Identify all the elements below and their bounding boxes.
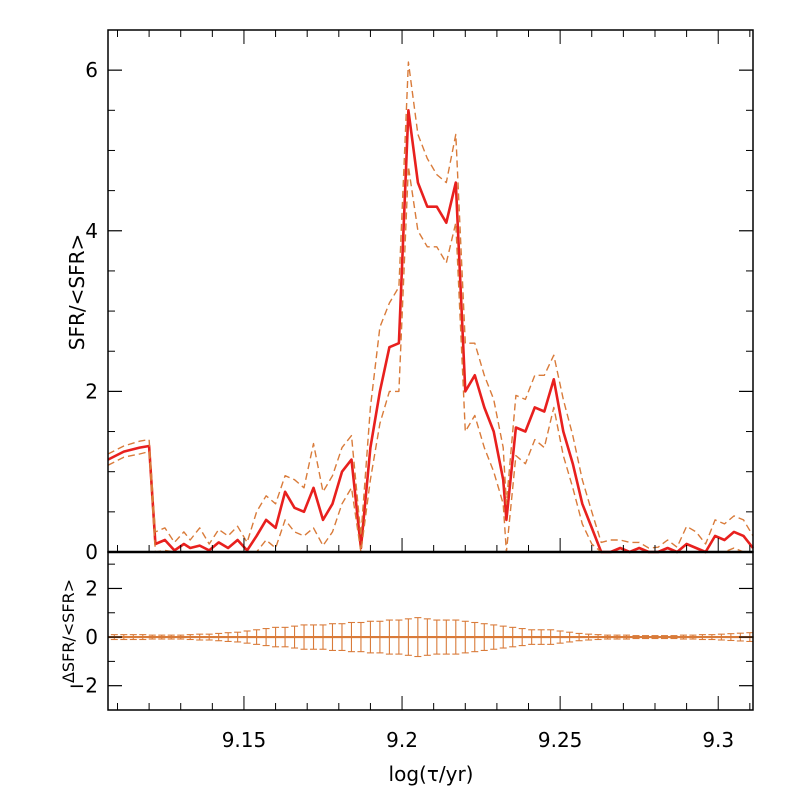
- top-y-tick-label: 0: [85, 540, 98, 564]
- bottom-error-bar: [214, 632, 223, 642]
- bottom-error-bar: [186, 634, 195, 641]
- bottom-y-tick-label: 0: [85, 625, 98, 649]
- bottom-ticks-group: −2 0 2 9.15 9.2 9.25 9.3: [69, 563, 753, 752]
- bottom-error-bar: [394, 619, 403, 655]
- bottom-error-bar: [129, 634, 138, 641]
- bottom-error-bar: [224, 632, 233, 643]
- top-ticks-group: 0 2 4 6: [85, 29, 753, 564]
- bottom-error-bar: [717, 633, 726, 641]
- bottom-error-bar: [413, 617, 422, 658]
- bottom-error-bar: [451, 619, 460, 655]
- bottom-error-bar: [423, 618, 432, 656]
- bottom-error-bar: [167, 634, 176, 640]
- bottom-error-bar: [698, 634, 707, 641]
- bottom-error-bar: [356, 621, 365, 653]
- top-series-upper-bound-line: [107, 61, 754, 549]
- bottom-error-bar: [603, 634, 612, 640]
- bottom-error-bar: [499, 625, 508, 649]
- bottom-error-bar: [613, 634, 622, 640]
- bottom-error-bar: [537, 629, 546, 645]
- x-tick-label: 9.3: [702, 728, 734, 752]
- bottom-error-bar: [148, 634, 157, 640]
- bottom-series-group: [108, 617, 754, 658]
- bottom-error-bar: [243, 630, 252, 644]
- bottom-error-bar: [565, 631, 574, 643]
- bottom-error-bar: [641, 635, 650, 640]
- bottom-error-bar: [375, 620, 384, 654]
- bottom-error-bar: [584, 633, 593, 641]
- bottom-error-bar: [157, 634, 166, 640]
- bottom-error-bar: [461, 620, 470, 654]
- bottom-error-bar: [594, 634, 603, 641]
- bottom-panel-residuals: −2 0 2 9.15 9.2 9.25 9.3 ΔSFR/<SFR> log(τ/yr): [59, 551, 754, 786]
- bottom-error-bar: [432, 619, 441, 655]
- bottom-error-bar: [632, 635, 641, 640]
- bottom-error-bar: [366, 620, 375, 654]
- bottom-error-bar: [195, 633, 204, 641]
- bottom-error-bar: [404, 618, 413, 656]
- bottom-error-bar: [281, 626, 290, 648]
- bottom-error-bar: [233, 631, 242, 643]
- bottom-error-bar: [205, 633, 214, 641]
- bottom-error-bar: [442, 619, 451, 655]
- bottom-error-bar: [252, 629, 261, 645]
- top-y-axis-label: SFR/<SFR>: [65, 234, 89, 350]
- x-tick-label: 9.15: [222, 728, 267, 752]
- bottom-panel-frame: [107, 551, 754, 711]
- x-tick-label: 9.2: [386, 728, 418, 752]
- bottom-error-bar: [508, 626, 517, 648]
- top-y-tick-label: 2: [85, 379, 98, 403]
- bottom-error-bar: [660, 635, 669, 640]
- top-y-tick-label: 6: [85, 58, 98, 82]
- bottom-error-bar: [300, 624, 309, 650]
- bottom-y-tick-label: 2: [85, 576, 98, 600]
- bottom-error-bar: [575, 632, 584, 642]
- top-y-tick-label: 4: [85, 219, 98, 243]
- bottom-error-bar: [726, 633, 735, 642]
- x-tick-label: 9.25: [538, 728, 583, 752]
- bottom-error-bar: [290, 625, 299, 649]
- bottom-error-bar: [650, 635, 659, 640]
- bottom-error-bar: [679, 634, 688, 640]
- bottom-error-bar: [622, 634, 631, 640]
- bottom-error-bar: [347, 621, 356, 653]
- bottom-error-bar: [262, 628, 271, 647]
- bottom-error-bar: [470, 621, 479, 653]
- top-series-best-fit-line: [107, 109, 755, 554]
- x-axis-label: log(τ/yr): [389, 762, 474, 786]
- bottom-error-bar: [707, 634, 716, 641]
- bottom-error-bar: [319, 624, 327, 650]
- bottom-y-axis-label: ΔSFR/<SFR>: [59, 579, 78, 683]
- bottom-error-bar: [546, 629, 555, 645]
- bottom-error-bar: [489, 624, 498, 650]
- bottom-error-bar: [688, 634, 697, 640]
- bottom-error-bar: [309, 624, 318, 650]
- bottom-error-bar: [669, 635, 678, 640]
- bottom-error-bar: [337, 623, 346, 651]
- bottom-error-bar: [385, 619, 394, 655]
- bottom-error-bar: [518, 628, 527, 647]
- bottom-error-bar: [176, 634, 185, 640]
- bottom-error-bar: [527, 629, 536, 645]
- bottom-error-bar: [556, 630, 565, 644]
- bottom-y-tick-label: −2: [69, 674, 98, 698]
- bottom-error-bar: [271, 626, 280, 648]
- bottom-error-bar: [328, 623, 337, 651]
- bottom-error-bar: [138, 634, 147, 641]
- bottom-error-bar: [480, 623, 489, 651]
